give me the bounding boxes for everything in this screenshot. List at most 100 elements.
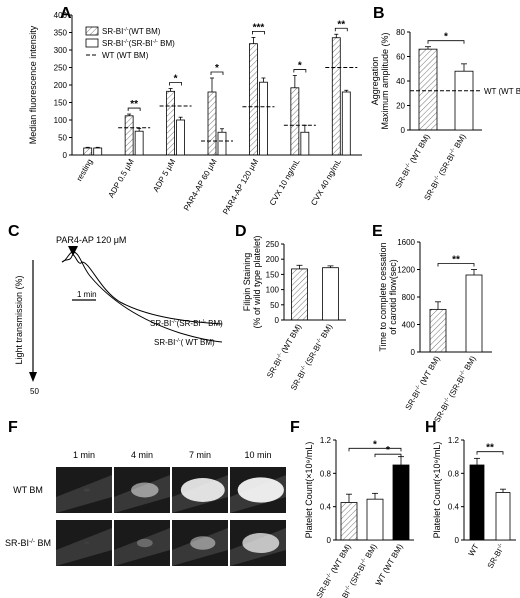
panel-a-y-tick-label: 100 [54,116,68,125]
panel-letter-e: E [372,223,383,240]
panel-a-bar [176,119,185,156]
panel-e-significance-label: ** [452,255,460,266]
panel-a-significance-label: * [215,63,219,74]
panel-e-category-label: SR-BI-/- (WT BM) [404,354,442,411]
panel-a-significance-label: ** [130,99,138,110]
panel-a-bar [124,115,134,156]
panel-h-category-label: WT [467,542,481,557]
panel-b-y-tick-label: 20 [396,102,405,111]
panel-a: 0 50 100 150 200 250 300 350 400 Median fluoresce… [28,11,362,216]
panel-letter-h: H [425,419,437,436]
panel-f-time-label: 1 min [73,450,95,460]
panel-g-bar [340,502,358,541]
panel-d-y-tick-label: 150 [266,270,280,279]
panel-h-category-label: SR-BI-/- [486,542,507,570]
panel-f-time-label: 7 min [189,450,211,460]
panel-e-bar [429,308,447,353]
panel-a-category-label: PAR4-AP 120 μM [221,157,260,216]
panel-g-significance-bracket [374,453,402,458]
panel-h-y-tick-label: 1.2 [448,436,460,445]
panel-b-bar [418,48,438,131]
panel-a-significance-bracket [210,71,224,75]
panel-b-category-label: SR-BI-/- (SR-BI-/- BM) [422,132,467,202]
panel-a-legend-swatch [85,26,99,36]
panel-c-scale-value: 50 [30,387,39,396]
panel-c: Light transmission (%) PAR4-AP 120 μM 50 1 … [14,235,223,396]
panel-f-thrombus [242,532,280,554]
panel-g-significance-label: * [386,445,390,456]
panel-a-legend-swatch [85,38,99,48]
panel-d-y-tick-label: 50 [270,301,279,310]
panel-a-bar [249,43,258,156]
panel-e-y-axis-label: Time to complete cessationof carotid flo… [378,242,398,351]
panel-f: 1 min 4 min 7 min 10 min WT BM SR-BI-/- BM [5,450,286,566]
panel-c-trace-label: SR-BI-/-( WT BM) [154,338,215,347]
panel-c-trace-sr-bi-bm [61,254,223,325]
panel-a-y-tick-label: 50 [58,134,67,143]
panel-a-y-tick-label: 200 [54,81,68,90]
panel-g-y-tick-label: 0.8 [320,469,332,478]
panel-letter-g: F [290,419,300,436]
panel-b-y-tick-label: 80 [396,28,405,37]
panel-a-significance-bracket [334,27,348,32]
panel-c-y-axis-label: Light transmission (%) [14,275,24,364]
panel-g-y-tick-label: 1.2 [320,436,332,445]
panel-f-thrombus [131,482,159,498]
panel-b-y-tick-label: 0 [401,126,406,135]
panel-a-y-tick-label: 300 [54,46,68,55]
panel-b-bar [454,70,474,131]
panel-b-significance-label: * [444,32,448,43]
panel-d-bar [322,267,339,321]
panel-f-thrombus [190,536,216,550]
panel-b-category-label: SR-BI-/- (WT BM) [394,132,432,189]
panel-f-thrombus [136,538,153,548]
panel-a-category-label: ADP 0.5 μM [107,157,137,199]
panel-a-significance-bracket [169,82,182,86]
panel-h-y-axis-label: Platelet Count(×10⁹/mL) [432,442,442,539]
panel-c-annotation: PAR4-AP 120 μM [56,235,126,245]
panel-a-y-tick-label: 400 [54,11,68,20]
panel-letter-c: C [8,223,20,240]
panel-a-significance-label: * [298,61,302,72]
panel-d-y-axis-label: Filipin Staining(% of wild type platelet… [242,235,262,328]
panel-h-bar [495,492,511,541]
panel-a-bar [259,81,268,156]
panel-c-trace-wt-bm [61,251,223,343]
panel-b-y-tick-label: 60 [396,53,405,62]
panel-e-y-tick-label: 400 [402,321,416,330]
panel-h-y-tick-label: 0.4 [448,503,460,512]
panel-a-bar [300,131,310,156]
panel-a-y-tick-label: 0 [63,151,68,160]
panel-a-significance-bracket [252,31,265,35]
panel-d-y-tick-label: 0 [275,316,280,325]
panel-e-significance-bracket [437,263,475,267]
panel-f-vessel [56,475,112,513]
panel-a-bar [217,131,227,156]
panel-letter-a: A [60,5,72,22]
panel-a-bar [290,87,300,156]
panel-g-y-tick-label: 0.4 [320,503,332,512]
panel-a-significance-bracket [127,107,141,112]
panel-f-row-label: SR-BI-/- BM [5,538,51,549]
panel-h-significance-bracket [476,451,504,455]
panel-a-significance-label: ** [337,19,345,30]
panel-b-y-axis-label: AggregationMaximum amplitude (%) [370,32,390,129]
panel-a-bar [134,130,144,156]
panel-f-thrombus [237,477,284,503]
panel-e-category-label: SR-BI-/- (SR-BI-/- BM) [432,354,477,424]
panel-h-bar [469,464,485,541]
panel-h-y-tick-label: 0.8 [448,469,460,478]
panel-a-category-label: resting [75,158,95,183]
panel-f-thrombus [84,542,89,545]
panel-f-thrombus [83,488,90,492]
panel-a-significance-label: * [174,74,178,85]
panel-a-bar [166,90,175,156]
panel-g-significance-label: * [373,439,377,450]
panel-c-trace-label: SR-BI-/-(SR-BI-/- BM) [150,319,223,328]
panel-f-vessel [56,528,112,566]
panel-b-y-tick-label: 40 [396,77,405,86]
panel-f-thrombus [180,478,225,502]
